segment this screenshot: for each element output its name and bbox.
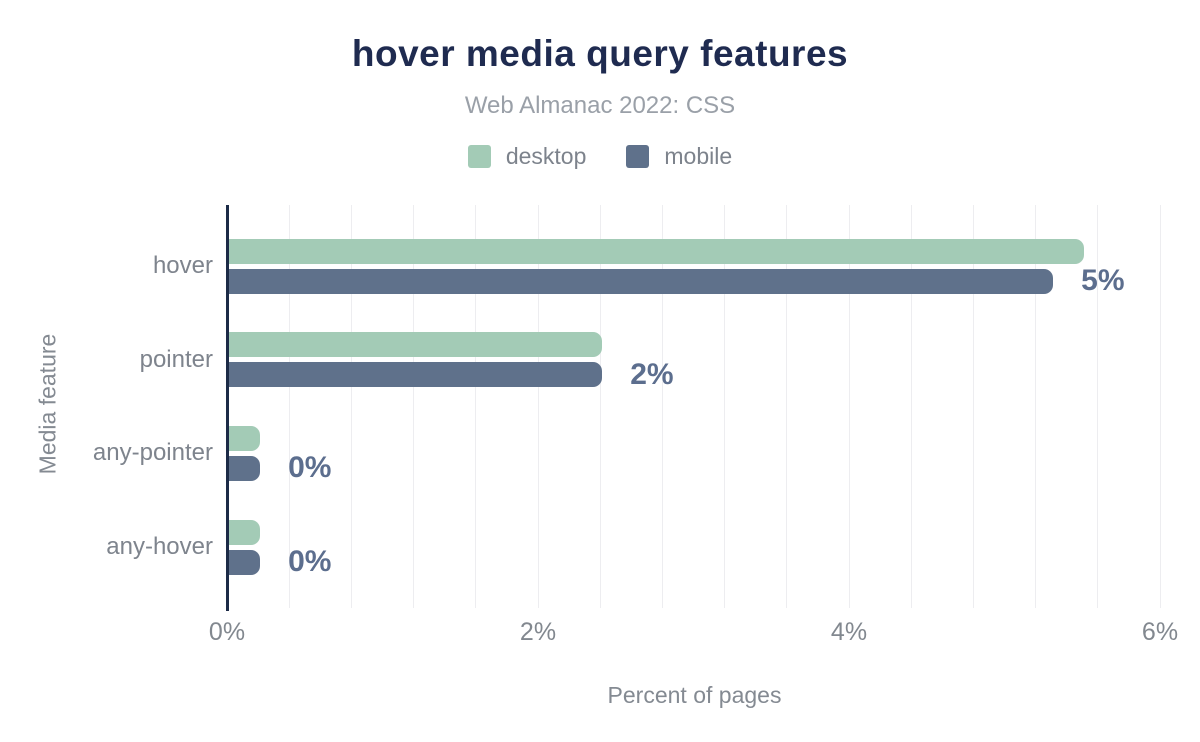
x-tick-label-4%: 4%: [830, 618, 868, 646]
value-label-any-hover: 0%: [288, 545, 332, 579]
legend-item-desktop: desktop: [467, 143, 587, 170]
category-label-pointer: pointer: [139, 345, 213, 373]
gridline: [724, 205, 726, 608]
gridline: [1035, 205, 1037, 608]
x-tick-label-2%: 2%: [519, 618, 557, 646]
legend: desktop mobile: [0, 143, 1200, 170]
gridline: [413, 205, 415, 608]
chart-title: hover media query features: [351, 33, 849, 74]
gridline: [661, 205, 663, 608]
gridline: [1097, 205, 1099, 608]
mobile-swatch-icon: [626, 145, 650, 168]
bar-desktop-pointer: [229, 332, 603, 358]
bar-desktop-any-hover: [229, 519, 261, 545]
bar-desktop-any-pointer: [229, 425, 261, 451]
legend-label-desktop: desktop: [505, 143, 587, 169]
gridline: [910, 205, 912, 608]
gridline: [1159, 205, 1161, 608]
desktop-swatch-icon: [467, 145, 491, 168]
y-axis-line: [226, 205, 229, 611]
value-label-pointer: 2%: [630, 357, 674, 391]
x-tick-label-0%: 0%: [208, 618, 246, 646]
plot-area: 5% 2% 0% 0%: [226, 205, 1162, 611]
legend-label-mobile: mobile: [664, 143, 733, 169]
gridline: [599, 205, 601, 608]
gridline: [972, 205, 974, 608]
gridline: [350, 205, 352, 608]
legend-item-mobile: mobile: [626, 143, 732, 170]
category-label-any-pointer: any-pointer: [92, 439, 213, 467]
bar-mobile-hover: [229, 268, 1054, 294]
gridline: [786, 205, 788, 608]
chart-subtitle: Web Almanac 2022: CSS: [464, 92, 736, 119]
x-tick-label-6%: 6%: [1141, 618, 1179, 646]
value-label-hover: 5%: [1081, 264, 1125, 297]
gridline: [288, 205, 290, 608]
bar-mobile-any-hover: [229, 549, 261, 575]
bar-desktop-hover: [229, 238, 1085, 264]
value-label-any-pointer: 0%: [288, 451, 332, 485]
category-label-hover: hover: [152, 252, 213, 279]
bar-mobile-any-pointer: [229, 455, 261, 481]
gridline: [475, 205, 477, 608]
category-label-any-hover: any-hover: [106, 533, 213, 561]
x-axis-title: Percent of pages: [607, 682, 782, 708]
gridline: [848, 205, 850, 608]
gridline: [537, 205, 539, 608]
bar-mobile-pointer: [229, 362, 603, 388]
